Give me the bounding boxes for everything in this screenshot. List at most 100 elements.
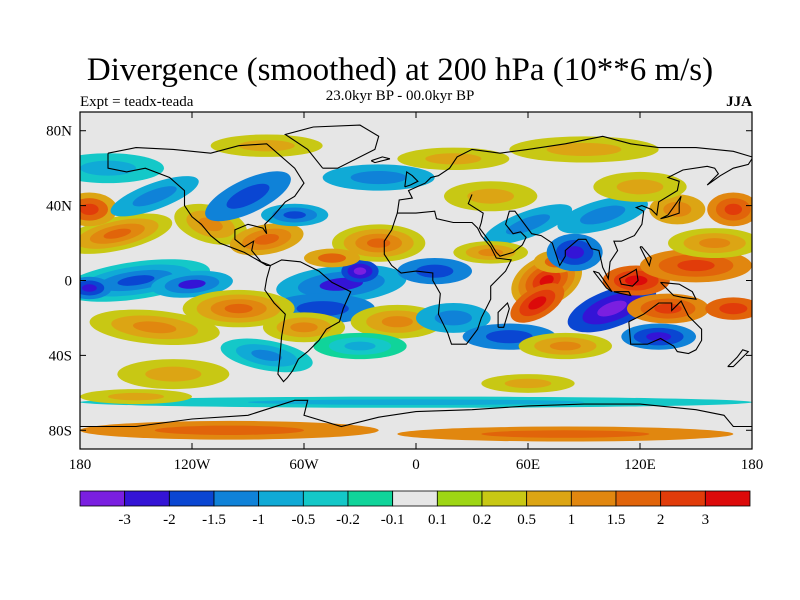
divergence-contour (154, 425, 304, 435)
coastline (396, 135, 752, 214)
colorbar-label: 0.5 (517, 512, 536, 528)
divergence-contour (283, 211, 306, 219)
divergence-contour (504, 378, 552, 389)
colorbar-label: -1 (252, 512, 265, 528)
divergence-contour (549, 341, 581, 351)
x-tick-label: 120W (174, 457, 212, 473)
divergence-contour (597, 300, 627, 317)
coastline (497, 301, 510, 328)
colorbar-swatch (481, 490, 528, 507)
colorbar: -3 -2 -1.5 -1 -0.5 -0.2 -0.1 0.1 0.2 0.5 1 1.5 2 3 (79, 490, 751, 528)
y-tick-label: 0 (65, 274, 73, 290)
coastline (628, 300, 703, 355)
divergence-contour (367, 238, 391, 248)
divergence-contour (103, 228, 132, 239)
x-tick-label: 180 (741, 457, 764, 473)
divergence-contour (467, 188, 514, 204)
x-tick-label: 60E (516, 457, 540, 473)
y-tick-label: 80S (49, 423, 72, 439)
divergence-contour (505, 214, 551, 235)
coastline (467, 194, 484, 223)
colorbar-swatch (392, 490, 438, 507)
colorbar-swatch (124, 490, 170, 507)
divergence-contour (616, 179, 664, 195)
colorbar-label: -0.2 (336, 512, 360, 528)
divergence-contour (381, 316, 413, 328)
colorbar-label: -0.5 (291, 512, 315, 528)
coastline (80, 399, 752, 428)
divergence-contour (238, 140, 295, 152)
coastline (478, 158, 752, 281)
divergence-contour (699, 238, 731, 249)
divergence-contour (478, 248, 504, 257)
colorbar-label: 3 (702, 512, 710, 528)
divergence-contour (117, 275, 155, 286)
divergence-contour (350, 170, 407, 185)
divergence-contour (226, 183, 270, 209)
divergence-contour (296, 301, 349, 317)
period-label: 23.0kyr BP - 00.0kyr BP (325, 88, 475, 104)
coastline (592, 270, 613, 293)
x-tick-label: 60W (289, 457, 319, 473)
coastline (383, 210, 513, 345)
coastline (370, 156, 391, 164)
colorbar-swatch (79, 490, 126, 507)
colorbar-swatch (258, 490, 304, 507)
divergence-contour (251, 349, 283, 361)
axis-ticks: 80N 40N 0 40S 80S 180 120W 60W 0 60E 120E 180 (46, 112, 763, 473)
colorbar-label: -2 (163, 512, 176, 528)
divergence-contour (663, 201, 692, 217)
colorbar-label: 0.1 (428, 512, 447, 528)
divergence-contour (290, 322, 318, 333)
coastline (618, 268, 639, 287)
colorbar-label: -3 (118, 512, 131, 528)
coastline (639, 246, 652, 268)
divergence-contour (481, 430, 650, 438)
divergence-contour (416, 264, 454, 278)
coastlines (80, 124, 752, 428)
colorbar-label: 0.2 (473, 512, 492, 528)
colorbar-label: 1 (568, 512, 576, 528)
divergence-contour (565, 246, 585, 259)
coastline (660, 195, 682, 220)
coastline (107, 143, 305, 267)
divergence-contour (539, 275, 554, 286)
x-tick-label: 0 (412, 457, 420, 473)
divergence-contour (719, 302, 748, 315)
divergence-contour (353, 267, 367, 275)
colorbar-label: 2 (657, 512, 665, 528)
coastline (283, 124, 380, 169)
colorbar-swatch (347, 490, 394, 507)
divergence-contour (486, 330, 533, 344)
divergence-contour (132, 186, 177, 207)
divergence-contour (318, 253, 346, 263)
divergence-contour (625, 275, 648, 286)
colorbar-swatch (704, 490, 751, 507)
colorbar-swatch (570, 490, 617, 507)
y-tick-label: 80N (46, 124, 72, 140)
divergence-contour (108, 392, 164, 401)
coastline (727, 349, 750, 368)
divergence-field (80, 112, 752, 449)
x-tick-label: 180 (69, 457, 92, 473)
x-tick-label: 120E (624, 457, 656, 473)
colorbar-swatch (168, 490, 215, 507)
coastline (404, 170, 419, 188)
colorbar-swatch (615, 490, 662, 507)
divergence-contour (580, 205, 626, 225)
colorbar-swatch (660, 490, 706, 507)
colorbar-swatch (526, 490, 572, 507)
colorbar-swatch (436, 490, 483, 507)
coastline (660, 281, 697, 300)
divergence-contour (724, 203, 743, 215)
divergence-contour (248, 399, 584, 406)
colorbar-label: -0.1 (381, 512, 405, 528)
divergence-contour (178, 279, 206, 289)
y-tick-label: 40S (49, 348, 72, 364)
colorbar-swatch (213, 490, 260, 507)
y-tick-label: 40N (46, 199, 72, 215)
colorbar-label: -1.5 (202, 512, 226, 528)
coastline (264, 259, 352, 383)
divergence-contour (80, 203, 99, 215)
